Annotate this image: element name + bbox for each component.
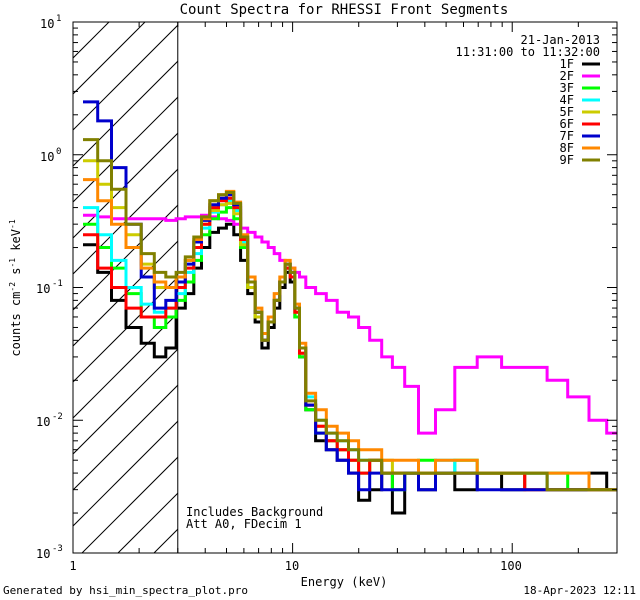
legend-label-1f: 1F [560, 57, 574, 71]
y-label-exp: -1 [8, 219, 17, 229]
axis-ticks [72, 21, 618, 554]
y-axis-label: counts cm-2 s-1 keV-1 [8, 219, 23, 356]
legend-label-2f: 2F [560, 69, 574, 83]
x-tick-label-1: 1 [69, 559, 76, 573]
y-tick-exp: -3 [52, 544, 63, 554]
y-tick-base: 10 [36, 415, 50, 429]
y-label-exp: -1 [8, 258, 17, 268]
x-axis-label: Energy (keV) [301, 575, 388, 589]
y-label-part: s [9, 268, 23, 282]
y-tick-base: 10 [36, 282, 50, 296]
series-6f [83, 196, 617, 492]
legend-label-7f: 7F [560, 129, 574, 143]
y-tick-label-1e-1: 10 -1 [36, 279, 63, 296]
y-tick-exp: 0 [56, 147, 61, 157]
hatch-line [73, 96, 178, 203]
y-tick-base: 10 [40, 17, 54, 31]
y-tick-exp: -2 [52, 412, 63, 422]
time-range-label: 11:31:00 to 11:32:00 [456, 45, 601, 59]
chart-title: Count Spectra for RHESSI Front Segments [180, 2, 509, 18]
hatch-line [73, 384, 178, 491]
y-tick-base: 10 [36, 547, 50, 561]
y-tick-label-1e-2: 10 -2 [36, 412, 63, 429]
hatch-line [73, 24, 178, 131]
y-label-part: keV [9, 229, 23, 258]
series-7f [83, 100, 617, 492]
annotation-background: Includes Background [186, 505, 323, 519]
x-tick-label-10: 10 [285, 559, 299, 573]
y-tick-exp: 1 [56, 14, 61, 24]
series-layer [83, 100, 617, 515]
x-tick-label-100: 100 [500, 559, 522, 573]
annotation-attenuator: Att A0, FDecim 1 [186, 517, 302, 531]
hatch-line [73, 420, 178, 527]
y-tick-label-1e-3: 10 -3 [36, 544, 63, 561]
legend-label-9f: 9F [560, 153, 574, 167]
legend-label-8f: 8F [560, 141, 574, 155]
hatch-line [81, 456, 178, 553]
timestamp-label: 18-Apr-2023 12:11 [523, 584, 636, 597]
legend-label-4f: 4F [560, 93, 574, 107]
series-8f [83, 178, 617, 492]
legend-label-3f: 3F [560, 81, 574, 95]
series-2f [83, 213, 617, 435]
y-tick-label-1e0: 10 0 [40, 147, 61, 164]
series-4f [83, 199, 617, 492]
y-label-part: counts cm [9, 292, 23, 357]
legend-label-6f: 6F [560, 117, 574, 131]
y-label-exp: -2 [8, 282, 17, 292]
legend-label-5f: 5F [560, 105, 574, 119]
hatch-line [73, 60, 178, 167]
y-tick-exp: -1 [52, 279, 63, 289]
y-tick-label-1e1: 10 1 [40, 14, 61, 31]
series-9f [83, 138, 617, 492]
series-3f [83, 206, 617, 492]
hatch-line [73, 204, 178, 311]
generated-by-label: Generated by hsi_min_spectra_plot.pro [3, 584, 248, 597]
date-label: 21-Jan-2013 [521, 33, 600, 47]
y-tick-base: 10 [40, 150, 54, 164]
